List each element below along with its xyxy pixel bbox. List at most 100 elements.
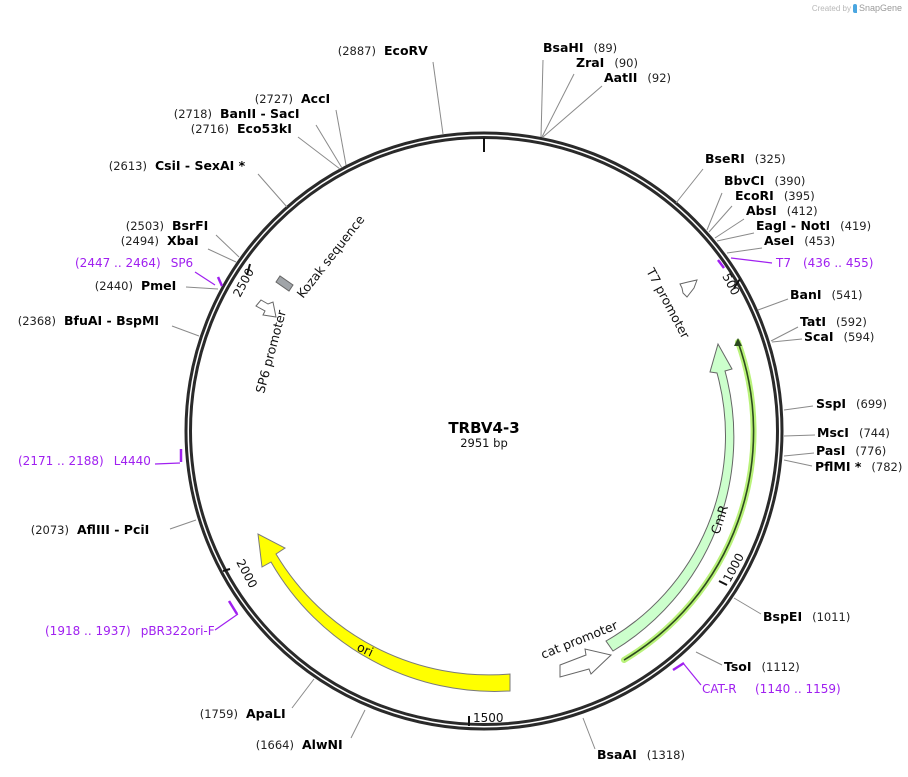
enzyme-site[interactable]: EagI - NotI (419) <box>716 218 871 242</box>
enzyme-name: BsaAI <box>597 747 637 762</box>
enzyme-name: AseI <box>764 233 794 248</box>
leader-line <box>542 85 603 138</box>
feature-T7-promoter[interactable]: T7 promoter <box>643 264 698 342</box>
primer-site[interactable]: (2171 .. 2188) L4440 <box>18 449 183 468</box>
leader-line <box>350 709 366 739</box>
enzyme-site[interactable]: BsaAI (1318) <box>582 717 685 762</box>
leader-line <box>726 247 763 254</box>
enzyme-position: (2494) <box>121 234 159 248</box>
enzyme-name: EcoRV <box>384 43 428 58</box>
enzyme-position: (92) <box>647 71 671 85</box>
primer-binding-mark <box>672 661 685 672</box>
enzyme-label: (2716) Eco53kI <box>191 121 292 136</box>
enzyme-label: BbvCI (390) <box>724 173 805 188</box>
tick-500 <box>733 278 741 289</box>
tick-marks <box>222 138 741 726</box>
primer-label: CAT-R (1140 .. 1159) <box>702 682 841 696</box>
enzyme-site[interactable]: (2613) CsiI - SexAI * <box>109 158 288 208</box>
enzyme-name: BsaHI <box>543 40 584 55</box>
tick-label-2000: 2000 <box>233 557 260 591</box>
primer-name: pBR322ori-F <box>141 624 215 638</box>
leader-line <box>297 136 341 170</box>
enzyme-label: BseRI (325) <box>705 151 786 166</box>
enzyme-site[interactable]: (2073) AflIII - PciI <box>31 519 197 537</box>
enzyme-site[interactable]: PflMI * (782) <box>783 459 902 474</box>
enzyme-name: EcoRI <box>735 188 774 203</box>
feature-SP6-promoter[interactable]: SP6 promoter <box>252 299 289 395</box>
enzyme-label: (2727) AccI <box>255 91 330 106</box>
enzyme-site[interactable]: (1664) AlwNI <box>256 709 366 752</box>
enzyme-label: ScaI (594) <box>804 329 874 344</box>
enzyme-position: (744) <box>859 426 890 440</box>
tick-2000 <box>222 568 231 572</box>
enzyme-site[interactable]: (2494) XbaI <box>121 233 237 263</box>
feature-label-Kozak-sequence: Kozak sequence <box>294 212 368 301</box>
feature-label-SP6-promoter: SP6 promoter <box>252 308 289 395</box>
enzyme-position: (2716) <box>191 122 229 136</box>
enzyme-site[interactable]: AbsI (412) <box>714 203 818 239</box>
enzyme-site[interactable]: (1759) ApaLI <box>200 678 315 721</box>
enzyme-site[interactable]: ScaI (594) <box>771 329 874 344</box>
enzyme-site[interactable]: PasI (776) <box>783 443 886 458</box>
enzyme-label: (1664) AlwNI <box>256 737 343 752</box>
enzyme-label: TsoI (1112) <box>724 659 800 674</box>
enzyme-site[interactable]: SspI (699) <box>783 396 887 411</box>
enzyme-site[interactable]: BseRI (325) <box>675 151 786 204</box>
enzyme-position: (2073) <box>31 523 69 537</box>
primer-name: CAT-R <box>702 682 737 696</box>
enzyme-site[interactable]: ZraI (90) <box>541 55 638 138</box>
enzyme-site[interactable]: (2887) EcoRV <box>338 43 444 135</box>
leader-line <box>771 338 803 343</box>
enzyme-site[interactable]: BanI (541) <box>757 287 862 311</box>
leader-line <box>215 234 240 258</box>
enzyme-site[interactable]: TsoI (1112) <box>695 651 800 674</box>
snapgene-logo-icon <box>852 3 857 13</box>
enzyme-site[interactable]: (2503) BsrFI <box>126 218 240 258</box>
leader-line <box>783 405 814 411</box>
enzyme-name: EagI - NotI <box>756 218 830 233</box>
credit-brand: SnapGene <box>858 3 902 13</box>
enzyme-label: (2494) XbaI <box>121 233 199 248</box>
enzyme-position: (1112) <box>762 660 800 674</box>
enzyme-site[interactable]: (2727) AccI <box>255 91 347 166</box>
enzyme-site[interactable]: MscI (744) <box>783 425 890 440</box>
restriction-sites: (2887) EcoRV BsaHI (89)ZraI (90)AatII (92) (27… <box>18 40 903 762</box>
leader-line <box>194 271 216 286</box>
enzyme-position: (390) <box>774 174 805 188</box>
enzyme-position: (699) <box>856 397 887 411</box>
enzyme-site[interactable]: (2716) Eco53kI <box>191 121 341 170</box>
feature-Kozak-sequence[interactable]: Kozak sequence <box>275 212 368 301</box>
primer-site[interactable]: T7 (436 .. 455) <box>717 256 873 270</box>
enzyme-site[interactable]: AatII (92) <box>542 70 671 138</box>
enzyme-label: AseI (453) <box>764 233 835 248</box>
enzyme-label: ZraI (90) <box>576 55 638 70</box>
enzyme-site[interactable]: TatI (592) <box>770 314 867 342</box>
enzyme-site[interactable]: BspEI (1011) <box>733 597 850 624</box>
feature-ori[interactable]: ori <box>257 533 511 692</box>
primer-site[interactable]: CAT-R (1140 .. 1159) <box>672 661 841 696</box>
primer-site[interactable]: (1918 .. 1937) pBR322ori-F <box>45 600 239 638</box>
leader-line <box>214 613 239 631</box>
primer-site[interactable]: (2447 .. 2464) SP6 <box>75 256 224 287</box>
enzyme-site[interactable]: (2368) BfuAI - BspMI <box>18 313 200 337</box>
enzyme-site[interactable]: EcoRI (395) <box>708 188 815 233</box>
enzyme-position: (2368) <box>18 314 56 328</box>
enzyme-label: PflMI * (782) <box>815 459 902 474</box>
feature-CmR[interactable]: CmR <box>605 342 735 652</box>
enzyme-site[interactable]: AseI (453) <box>726 233 835 254</box>
plasmid-name: TRBV4-3 <box>448 419 519 437</box>
enzyme-label: (2073) AflIII - PciI <box>31 522 150 537</box>
enzyme-site[interactable]: BbvCI (390) <box>706 173 805 231</box>
enzyme-label: MscI (744) <box>817 425 890 440</box>
enzyme-position: (453) <box>804 234 835 248</box>
enzyme-site[interactable]: (2440) PmeI <box>95 278 219 293</box>
leader-line <box>169 519 197 530</box>
enzyme-site[interactable]: BsaHI (89) <box>540 40 618 138</box>
enzyme-name: PasI <box>816 443 845 458</box>
leader-line <box>675 168 704 204</box>
enzyme-name: TsoI <box>724 659 752 674</box>
feature-cat-promoter[interactable]: cat promoter <box>539 617 621 678</box>
enzyme-position: (2727) <box>255 92 293 106</box>
enzyme-position: (89) <box>594 41 618 55</box>
enzyme-site[interactable]: (2718) BanII - SacI <box>174 106 343 169</box>
